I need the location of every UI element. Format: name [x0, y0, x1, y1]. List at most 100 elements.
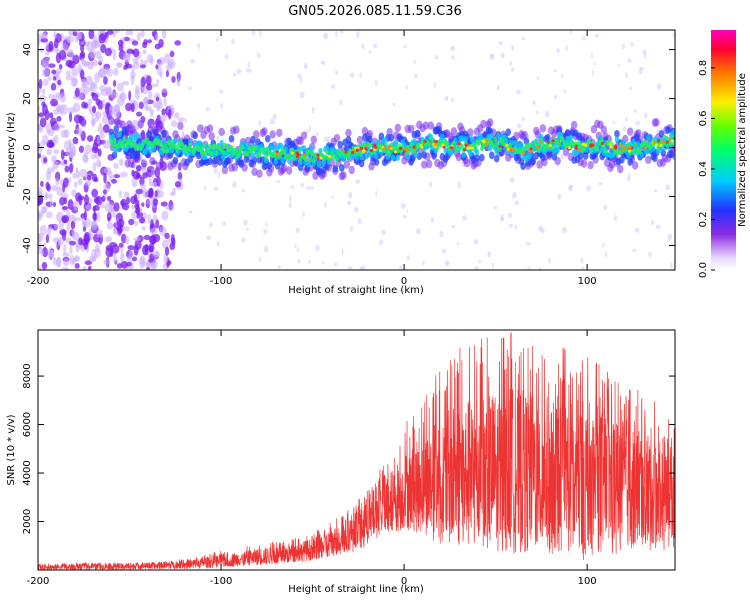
spectrogram-cell	[117, 39, 124, 47]
spectrogram-cell	[55, 92, 60, 98]
spectrogram-cell	[156, 79, 160, 84]
spectrogram-cell	[159, 226, 167, 236]
spectrogram-cell	[219, 139, 224, 147]
spectrogram-cell	[164, 246, 170, 256]
spectrogram-cell	[70, 221, 76, 230]
spectrogram-cell	[149, 235, 157, 245]
spectrogram-cell	[97, 100, 104, 110]
spectrogram-cell	[72, 77, 79, 87]
spectrogram-cell	[125, 102, 133, 112]
spectrogram-cell	[123, 36, 130, 42]
spectrogram-cell	[150, 227, 158, 235]
spectrogram-cell	[608, 142, 612, 146]
spectrogram-cell	[169, 242, 176, 251]
spectrogram-cell	[92, 105, 97, 114]
spectrogram-cell	[94, 72, 101, 83]
spectrogram-cell	[102, 98, 106, 109]
spectrogram-cell	[47, 63, 56, 68]
spectrogram-cell	[449, 146, 454, 150]
spectrogram-cell	[343, 160, 350, 169]
spectrogram-cell	[507, 212, 513, 218]
spectrogram-cell	[50, 185, 59, 191]
spectrogram-cell	[538, 225, 544, 232]
spectrogram-cell	[577, 139, 581, 146]
spectrogram-cell	[668, 150, 675, 159]
spectrogram-cell	[556, 126, 563, 135]
spectrogram-cell	[88, 30, 95, 40]
spectrogram-cell	[451, 97, 455, 103]
spectrogram-x-tick-label: -200	[27, 276, 50, 287]
spectrogram-cell	[327, 154, 332, 158]
spectrogram-cell	[473, 239, 479, 245]
spectrogram-cell	[633, 141, 637, 148]
spectrogram-cell	[628, 86, 633, 90]
spectrogram-cell	[68, 163, 74, 174]
spectrogram-cell	[75, 127, 83, 136]
spectrogram-cell	[88, 103, 92, 114]
spectrogram-cell	[220, 102, 223, 110]
spectrogram-cell	[320, 60, 326, 66]
spectrogram-cell	[67, 36, 75, 43]
spectrogram-cell	[266, 161, 273, 170]
spectrogram-cell	[658, 129, 665, 138]
spectrogram-cell	[218, 127, 225, 137]
spectrogram-cell	[177, 117, 186, 122]
spectrogram-cell	[302, 211, 305, 217]
spectrogram-cell	[597, 182, 603, 186]
spectrogram-cell	[672, 32, 675, 38]
spectrogram-cell	[72, 150, 76, 157]
spectrogram-cell	[125, 63, 133, 69]
spectrogram-cell	[86, 174, 92, 181]
spectrogram-cell	[425, 159, 433, 169]
spectrogram-cell	[488, 151, 495, 160]
spectrogram-cell	[407, 124, 415, 134]
spectrogram-cell	[430, 217, 434, 224]
spectrogram-cell	[49, 198, 53, 207]
spectrogram-cell	[155, 96, 160, 102]
spectrogram-cell	[103, 76, 108, 85]
spectrogram-cell	[116, 82, 124, 92]
spectrogram-cell	[50, 166, 56, 173]
spectrogram-cell	[263, 228, 268, 235]
spectrogram-cell	[656, 83, 662, 90]
spectrogram-cell	[137, 119, 145, 129]
spectrogram-cell	[505, 143, 509, 147]
spectrogram-cell	[145, 106, 152, 111]
spectrogram-cell	[429, 135, 433, 142]
spectrogram-cell	[473, 143, 478, 150]
spectrogram-cell	[361, 149, 366, 154]
spectrogram-cell	[665, 184, 671, 191]
spectrogram-cell	[82, 154, 89, 164]
spectrogram-cell	[324, 201, 327, 209]
spectrogram-cell	[303, 156, 308, 162]
spectrogram-cell	[118, 44, 124, 52]
spectrogram-cell	[521, 130, 528, 140]
spectrogram-cell	[125, 196, 131, 205]
spectrogram-cell	[51, 155, 57, 163]
spectrogram-cell	[560, 73, 564, 78]
spectrogram-cell	[287, 154, 291, 161]
spectrogram-cell	[38, 265, 42, 270]
spectrogram-cell	[506, 147, 510, 151]
spectrogram-cell	[323, 32, 329, 40]
spectrogram-cell	[478, 259, 481, 264]
spectrogram-cell	[68, 240, 77, 246]
spectrogram-cell	[600, 141, 605, 146]
spectrogram-cell	[301, 145, 307, 152]
spectrogram-cell	[359, 72, 362, 78]
spectrogram-cell	[161, 210, 169, 221]
spectrogram-cell	[604, 251, 608, 258]
spectrogram-cell	[409, 154, 416, 163]
spectrogram-cell	[112, 256, 118, 264]
spectrogram-cell	[121, 126, 128, 135]
spectrogram-cell	[469, 136, 475, 143]
spectrogram-cell	[486, 118, 494, 127]
spectrogram-cell	[303, 62, 308, 70]
spectrogram-cell	[139, 183, 146, 190]
snr-y-tick-label: 8000	[22, 363, 33, 388]
spectrogram-cell	[41, 58, 45, 68]
spectrogram-cell	[156, 175, 161, 187]
spectrogram-cell	[656, 224, 661, 230]
snr-y-ticks: 2000 4000 6000 8000	[22, 363, 675, 534]
